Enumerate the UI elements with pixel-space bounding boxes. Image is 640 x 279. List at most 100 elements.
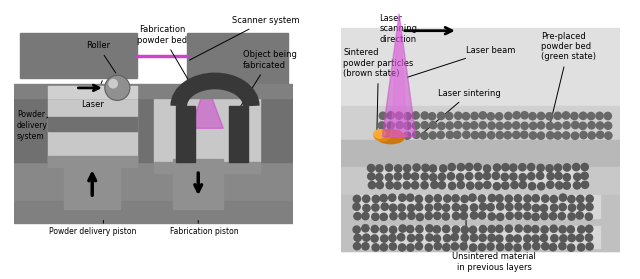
Circle shape [438, 182, 445, 189]
Circle shape [514, 244, 521, 251]
Circle shape [408, 212, 415, 219]
Circle shape [568, 204, 575, 211]
Circle shape [511, 181, 518, 189]
Circle shape [547, 132, 554, 139]
Circle shape [462, 112, 470, 120]
Circle shape [541, 243, 549, 250]
Circle shape [588, 132, 595, 139]
Ellipse shape [377, 130, 404, 144]
Circle shape [586, 243, 593, 250]
Text: Powder delivery piston: Powder delivery piston [49, 227, 136, 236]
Circle shape [442, 225, 450, 233]
Circle shape [563, 112, 570, 119]
Circle shape [105, 75, 130, 100]
Circle shape [465, 163, 473, 170]
Circle shape [451, 234, 458, 241]
Text: Roller: Roller [86, 41, 116, 73]
Circle shape [493, 164, 500, 171]
Circle shape [438, 173, 445, 181]
Bar [14, 201, 293, 223]
Bar [64, 159, 120, 209]
Circle shape [496, 195, 503, 202]
Circle shape [496, 122, 504, 129]
Circle shape [487, 204, 494, 211]
Circle shape [461, 195, 468, 203]
Circle shape [554, 122, 561, 130]
Circle shape [488, 225, 495, 233]
Circle shape [416, 234, 423, 241]
Ellipse shape [374, 130, 385, 138]
Circle shape [479, 112, 486, 119]
Circle shape [460, 212, 467, 220]
Circle shape [457, 163, 465, 171]
Circle shape [448, 163, 456, 171]
Circle shape [573, 182, 580, 189]
Circle shape [372, 244, 380, 251]
Circle shape [397, 234, 404, 241]
Circle shape [380, 112, 387, 119]
Circle shape [524, 212, 531, 220]
Bar [187, 33, 287, 84]
Circle shape [540, 234, 548, 242]
Circle shape [596, 131, 604, 138]
Circle shape [527, 163, 535, 171]
Circle shape [596, 122, 604, 129]
Circle shape [540, 205, 548, 212]
Circle shape [515, 225, 522, 232]
Bar [260, 89, 293, 162]
Circle shape [521, 112, 528, 119]
Text: Pre-placed
powder bed
(green state): Pre-placed powder bed (green state) [541, 32, 596, 123]
Circle shape [426, 234, 433, 241]
Circle shape [586, 195, 593, 202]
Circle shape [596, 112, 603, 119]
Circle shape [421, 122, 428, 129]
Circle shape [403, 172, 410, 180]
Circle shape [504, 132, 511, 139]
Circle shape [353, 203, 360, 210]
Circle shape [415, 195, 422, 203]
Circle shape [556, 182, 563, 189]
Circle shape [488, 132, 495, 139]
Circle shape [406, 194, 414, 201]
Circle shape [421, 112, 428, 119]
Circle shape [488, 122, 495, 129]
Circle shape [415, 243, 422, 250]
Circle shape [554, 164, 562, 171]
Circle shape [412, 122, 420, 129]
Circle shape [446, 131, 454, 139]
Circle shape [404, 132, 411, 139]
Circle shape [588, 112, 595, 120]
Bar [14, 89, 47, 162]
Circle shape [529, 122, 537, 129]
Circle shape [515, 212, 522, 219]
Circle shape [438, 122, 445, 129]
Circle shape [449, 182, 456, 189]
Circle shape [385, 164, 393, 171]
Circle shape [470, 204, 477, 211]
Bar [369, 167, 586, 187]
Circle shape [576, 234, 584, 242]
Circle shape [496, 132, 504, 139]
Circle shape [444, 195, 451, 202]
Circle shape [425, 212, 433, 220]
Bar [229, 106, 248, 162]
Bar [340, 106, 620, 140]
Circle shape [546, 165, 553, 172]
Circle shape [537, 164, 544, 172]
Circle shape [579, 112, 587, 119]
Circle shape [454, 121, 461, 129]
Circle shape [445, 112, 453, 120]
Circle shape [524, 225, 531, 233]
Circle shape [581, 181, 589, 188]
Circle shape [404, 122, 411, 129]
Circle shape [506, 203, 513, 211]
Circle shape [429, 122, 436, 129]
Circle shape [460, 205, 468, 212]
Circle shape [404, 165, 411, 172]
Circle shape [470, 244, 477, 251]
Circle shape [434, 195, 442, 202]
Circle shape [560, 235, 567, 242]
Circle shape [412, 173, 419, 180]
Circle shape [519, 181, 527, 189]
Circle shape [524, 195, 531, 202]
